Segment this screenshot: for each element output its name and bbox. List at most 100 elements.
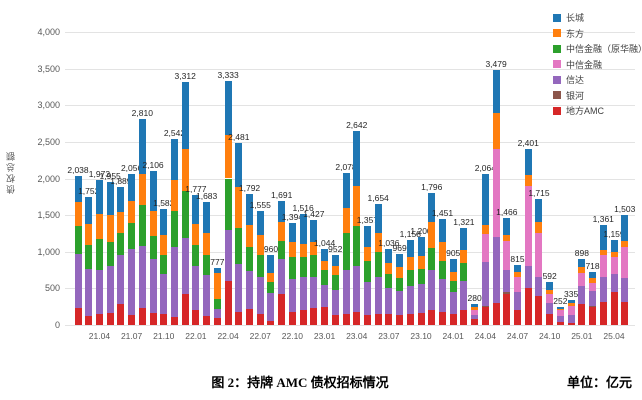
bar-value-label: 2,078 bbox=[335, 161, 357, 172]
bar-segment bbox=[74, 253, 82, 309]
bar-segment bbox=[85, 245, 93, 270]
gridline bbox=[65, 325, 635, 326]
bar-segment bbox=[224, 178, 232, 230]
bar-segment bbox=[492, 303, 500, 325]
bar bbox=[578, 0, 586, 325]
bar-value-label: 1,752 bbox=[78, 185, 100, 196]
bar-segment bbox=[203, 275, 211, 317]
bar-value-label: 3,479 bbox=[485, 59, 507, 70]
bar-segment bbox=[331, 266, 339, 276]
bar-value-label: 1,691 bbox=[271, 190, 293, 201]
bar-value-label: 952 bbox=[328, 244, 343, 255]
bar-segment bbox=[138, 308, 146, 325]
bar bbox=[471, 0, 479, 325]
chart-caption: 图 2：持牌 AMC 债权招标情况 bbox=[211, 375, 389, 390]
bar-segment bbox=[396, 278, 404, 292]
bar-segment bbox=[310, 308, 318, 325]
bar-segment bbox=[396, 291, 404, 316]
bar bbox=[396, 0, 404, 325]
bar-segment bbox=[428, 193, 436, 223]
bar-segment bbox=[235, 187, 243, 228]
bar-segment bbox=[128, 314, 136, 325]
bar-segment bbox=[128, 174, 136, 202]
bar-segment bbox=[299, 213, 307, 244]
bar-segment bbox=[181, 294, 189, 325]
bar-segment bbox=[342, 233, 350, 271]
bar-segment bbox=[621, 241, 629, 247]
x-tick-label: 23.10 bbox=[410, 331, 432, 341]
bar-segment bbox=[246, 193, 254, 226]
bar-segment bbox=[106, 215, 114, 243]
bar-segment bbox=[428, 222, 436, 249]
bar-segment bbox=[417, 313, 425, 325]
bar-segment bbox=[288, 242, 296, 257]
bar-segment bbox=[599, 255, 607, 278]
bar-segment bbox=[481, 307, 489, 325]
bar-segment bbox=[589, 278, 597, 283]
bar-segment bbox=[235, 227, 243, 265]
bar bbox=[610, 0, 618, 325]
bar-segment bbox=[181, 82, 189, 150]
bar-segment bbox=[503, 294, 511, 325]
bar-segment bbox=[256, 211, 264, 235]
bar-segment bbox=[438, 278, 446, 312]
gridline bbox=[65, 178, 635, 180]
legend-item: 长城 bbox=[553, 10, 642, 26]
bar-value-label: 1,582 bbox=[153, 198, 175, 209]
bar-segment bbox=[363, 314, 371, 325]
bar-segment bbox=[246, 225, 254, 248]
bar-value-label: 1,792 bbox=[238, 182, 261, 193]
bar-segment bbox=[449, 258, 457, 273]
bar-segment bbox=[492, 70, 500, 113]
bar-segment bbox=[256, 234, 264, 256]
y-tick-label: 0 bbox=[54, 320, 60, 330]
bar-segment bbox=[546, 281, 554, 290]
bar-segment bbox=[246, 270, 254, 309]
bar-segment bbox=[256, 277, 264, 314]
bar-segment bbox=[267, 254, 275, 273]
bar-segment bbox=[181, 190, 189, 238]
bar-segment bbox=[192, 309, 200, 325]
bar-segment bbox=[192, 265, 200, 310]
legend-item: 中信金融（原华融） bbox=[553, 41, 642, 57]
bar-segment bbox=[299, 243, 307, 257]
bar-segment bbox=[460, 281, 468, 311]
bar bbox=[353, 0, 361, 325]
bar bbox=[535, 0, 543, 325]
bar-segment bbox=[460, 310, 468, 325]
bar bbox=[149, 0, 157, 325]
bar-segment bbox=[106, 242, 114, 267]
bar-segment bbox=[342, 207, 350, 234]
y-tick-label: 2,500 bbox=[37, 136, 60, 147]
bar-segment bbox=[149, 313, 157, 325]
x-tick-label: 23.04 bbox=[346, 331, 368, 341]
bar bbox=[192, 0, 200, 325]
bar bbox=[481, 0, 489, 325]
bar-segment bbox=[149, 170, 157, 212]
bar-value-label: 1,503 bbox=[614, 203, 636, 214]
x-tick-label: 24.01 bbox=[442, 331, 464, 341]
bar-segment bbox=[449, 272, 457, 282]
bar-segment bbox=[621, 214, 629, 242]
x-tick-label: 25.04 bbox=[603, 331, 625, 341]
bar-segment bbox=[95, 180, 103, 214]
bar-segment bbox=[503, 241, 511, 271]
bar-segment bbox=[128, 201, 136, 224]
bar-segment bbox=[74, 175, 82, 202]
bar-segment bbox=[471, 309, 479, 316]
bar-value-label: 1,357 bbox=[356, 214, 379, 225]
bar bbox=[106, 0, 114, 325]
bar-value-label: 1,036 bbox=[378, 238, 400, 249]
bar bbox=[342, 0, 350, 325]
bar-segment bbox=[95, 213, 103, 240]
legend-item: 中信金融 bbox=[553, 57, 642, 73]
bar-segment bbox=[556, 316, 564, 323]
bar bbox=[181, 0, 189, 325]
bar-segment bbox=[321, 306, 329, 325]
bar-segment bbox=[535, 233, 543, 278]
bar-value-label: 1,466 bbox=[496, 206, 518, 217]
bar-segment bbox=[449, 314, 457, 325]
bar-segment bbox=[192, 194, 200, 224]
bar-segment bbox=[589, 282, 597, 292]
bar-value-label: 2,038 bbox=[67, 164, 89, 175]
